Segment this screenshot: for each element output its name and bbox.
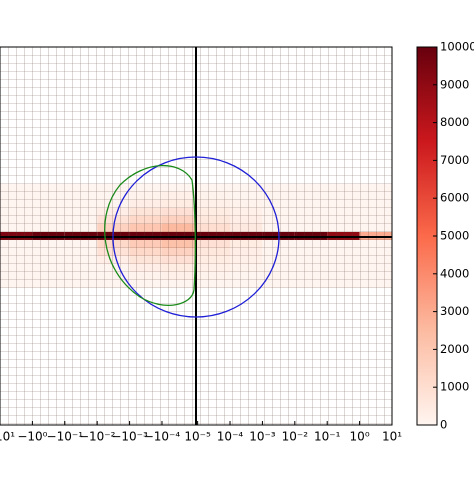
colorbar-tick-label: 3000 xyxy=(440,304,469,318)
x-tick-label: 10⁰ xyxy=(350,430,370,444)
colorbar-tick-label: 9000 xyxy=(440,77,469,91)
plot-frame xyxy=(0,46,393,426)
x-tick-label: −10⁻² xyxy=(79,430,116,444)
x-tick-label: −10⁻³ xyxy=(111,430,148,444)
colorbar-tick-label: 7000 xyxy=(440,153,469,167)
x-tick-label: −10⁻⁴ xyxy=(144,430,181,444)
x-tick-label: 10¹ xyxy=(382,430,402,444)
colorbar-tick-label: 10000 xyxy=(440,40,474,54)
x-tick-label: 10⁻¹ xyxy=(314,430,341,444)
x-tick-label: −10¹ xyxy=(0,430,15,444)
colorbar-tick-label: 0 xyxy=(440,418,447,432)
blue-contour xyxy=(112,156,280,318)
x-tick-label: 10⁻⁵ xyxy=(184,430,211,444)
colorbar-tick-label: 6000 xyxy=(440,191,469,205)
colorbar-tick-label: 8000 xyxy=(440,115,469,129)
x-tick-label: 10⁻⁴ xyxy=(217,430,244,444)
x-tick-label: 10⁻² xyxy=(282,430,309,444)
colorbar-tick-label: 5000 xyxy=(440,229,469,243)
colorbar-tick-label: 4000 xyxy=(440,266,469,280)
colorbar-tick-label: 2000 xyxy=(440,342,469,356)
x-tick-label: −10⁻¹ xyxy=(47,430,84,444)
colorbar-tick-label: 1000 xyxy=(440,380,469,394)
green-contour xyxy=(104,164,196,306)
x-tick-label: 10⁻³ xyxy=(249,430,276,444)
x-tick-label: −10⁰ xyxy=(17,430,47,444)
